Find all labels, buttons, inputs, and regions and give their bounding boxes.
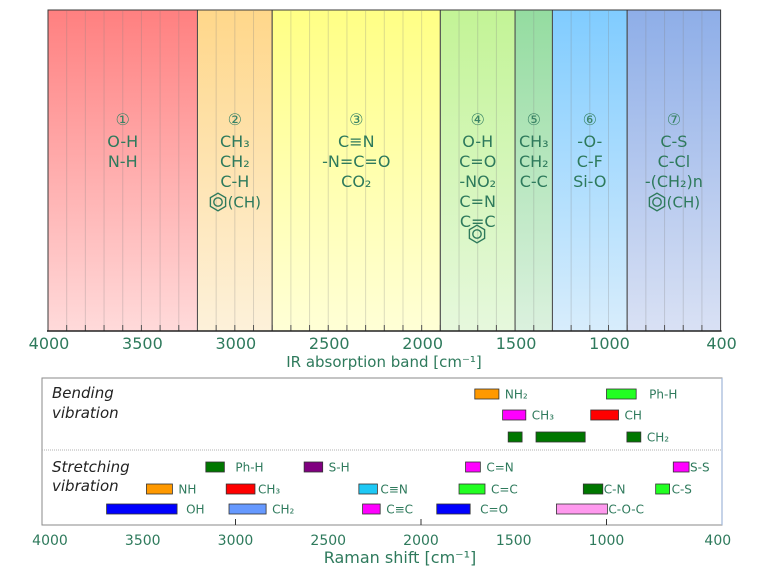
raman-band: CH₂ xyxy=(228,503,295,517)
raman-band-label: CH₃ xyxy=(532,409,554,423)
raman-x-tick-label: 2000 xyxy=(403,533,439,549)
raman-band: C-O-C xyxy=(556,503,644,517)
raman-band-bar xyxy=(626,431,642,443)
raman-band-bar xyxy=(146,483,173,495)
section-title: Stretching xyxy=(52,458,130,476)
raman-band-label: C=O xyxy=(480,503,508,517)
raman-band: C=C xyxy=(458,483,518,497)
raman-band: CH₂ xyxy=(507,431,669,445)
raman-band-label: NH₂ xyxy=(505,388,528,402)
ir-x-tick-label: 400 xyxy=(706,334,737,353)
raman-band-label: S-H xyxy=(329,461,350,475)
raman-band-bar xyxy=(225,483,256,495)
raman-band-label: Ph-H xyxy=(235,461,263,475)
raman-band-bar xyxy=(106,503,178,515)
ir-x-tick-label: 1000 xyxy=(589,334,630,353)
raman-band-bar xyxy=(465,461,481,473)
raman-band-label: C≡C xyxy=(386,503,413,517)
section-title: vibration xyxy=(52,477,119,495)
raman-band-bar xyxy=(535,431,586,443)
raman-band-bar xyxy=(358,483,378,495)
raman-band: C≡N xyxy=(358,483,408,497)
raman-band-label: CH₂ xyxy=(647,431,669,445)
ir-x-tick-label: 3500 xyxy=(122,334,163,353)
raman-band-bar xyxy=(507,431,523,443)
ir-x-tick-label: 3000 xyxy=(215,334,256,353)
raman-band-bar xyxy=(205,461,225,473)
raman-band-label: Ph-H xyxy=(649,388,677,402)
raman-band: S-S xyxy=(672,461,710,475)
raman-band-label: OH xyxy=(186,503,204,517)
bending-vibration-section: Bending vibration NH₂ Ph-H CH₃ CH CH₂ xyxy=(52,384,677,445)
ir-region-band xyxy=(196,9,273,332)
raman-band: C=N xyxy=(465,461,514,475)
ir-x-axis-title: IR absorption band [cm⁻¹] xyxy=(286,353,482,371)
ir-region-band xyxy=(439,9,516,332)
raman-band: C-S xyxy=(655,483,692,497)
ir-x-tick-label: 2000 xyxy=(402,334,443,353)
raman-band-label: C≡N xyxy=(380,483,407,497)
raman-band-bar xyxy=(590,409,619,421)
raman-x-tick-label: 1000 xyxy=(589,533,625,549)
raman-x-tick-label: 2500 xyxy=(310,533,346,549)
raman-band: S-H xyxy=(303,461,350,475)
ir-region-band xyxy=(626,9,722,332)
raman-plot-frame xyxy=(41,377,723,526)
ir-chart: 4000 3500 3000 2500 2000 1500 1000 400 IR absorp… xyxy=(29,9,737,371)
raman-band-label: C=N xyxy=(486,461,513,475)
raman-x-tick-label: 400 xyxy=(704,533,731,549)
raman-band-label: C-S xyxy=(672,483,692,497)
ir-region-band xyxy=(47,9,198,332)
raman-band-label: CH₂ xyxy=(272,503,294,517)
raman-band-bar xyxy=(474,388,500,400)
raman-band: CH₃ xyxy=(502,409,554,423)
raman-band: CH₃ xyxy=(225,483,280,497)
raman-x-tick-label: 3000 xyxy=(218,533,254,549)
raman-band: Ph-H xyxy=(205,461,264,475)
raman-band-label: S-S xyxy=(690,461,710,475)
raman-x-tick-label: 3500 xyxy=(125,533,161,549)
raman-band: OH xyxy=(106,503,205,517)
raman-band-label: C=C xyxy=(491,483,518,497)
ir-region-band xyxy=(271,9,441,332)
raman-band-bar xyxy=(556,503,608,515)
ir-x-tick-label: 2500 xyxy=(309,334,350,353)
raman-band: C=O xyxy=(436,503,508,517)
raman-band-bar xyxy=(228,503,267,515)
raman-band-bar xyxy=(672,461,690,473)
raman-band: C≡C xyxy=(362,503,413,517)
raman-band-label: CH xyxy=(625,409,642,423)
raman-band-bar xyxy=(655,483,670,495)
raman-band-bar xyxy=(303,461,324,473)
raman-band: NH₂ xyxy=(474,388,528,402)
raman-x-tick-label: 4000 xyxy=(32,533,68,549)
raman-x-axis-title: Raman shift [cm⁻¹] xyxy=(324,548,477,567)
raman-band: C-N xyxy=(582,483,626,497)
raman-band-label: C-N xyxy=(604,483,626,497)
raman-band-bar xyxy=(582,483,604,495)
raman-band-label: NH xyxy=(178,483,196,497)
section-title: Bending xyxy=(52,384,114,402)
raman-band-bar xyxy=(362,503,381,515)
raman-band-bar xyxy=(606,388,637,400)
section-title: vibration xyxy=(52,404,119,422)
raman-band: Ph-H xyxy=(606,388,677,402)
ir-region-band xyxy=(514,9,553,332)
raman-band-bar xyxy=(502,409,527,421)
ir-x-tick-label: 4000 xyxy=(29,334,70,353)
ir-region-band xyxy=(551,9,628,332)
raman-band-label: CH₃ xyxy=(258,483,280,497)
ir-x-tick-label: 1500 xyxy=(496,334,537,353)
raman-band: CH xyxy=(590,409,642,423)
raman-band-bar xyxy=(436,503,471,515)
raman-band-bar xyxy=(458,483,486,495)
raman-x-tick-label: 1500 xyxy=(496,533,532,549)
raman-band-label: C-O-C xyxy=(608,503,644,517)
raman-band: NH xyxy=(146,483,196,497)
